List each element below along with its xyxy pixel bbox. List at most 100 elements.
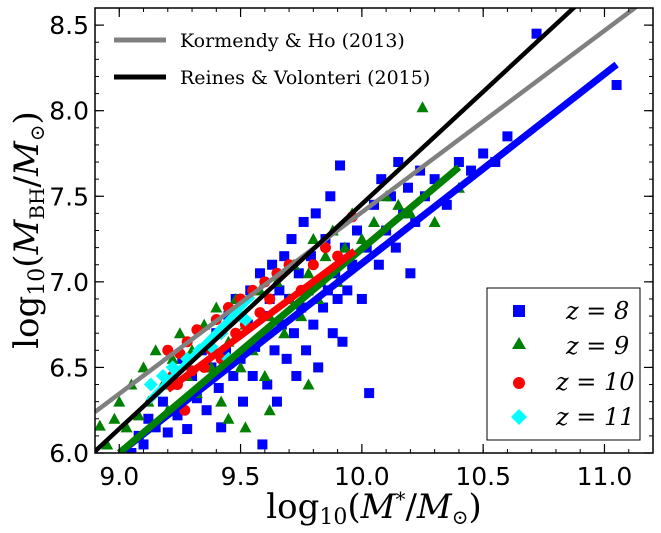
point-square <box>267 259 278 270</box>
point-square <box>237 396 248 407</box>
relation-line <box>95 8 639 414</box>
point-square <box>201 405 212 416</box>
point-square <box>347 259 358 270</box>
point-square <box>213 382 224 393</box>
point-triangle <box>278 327 291 339</box>
point-square <box>611 80 622 91</box>
point-square <box>402 182 413 193</box>
point-square <box>138 439 149 450</box>
legend-redshift: z = 8 z = 9 z = 10 z = 11 <box>486 287 641 441</box>
legend-marker-z8 <box>513 305 525 317</box>
axis-ticks: 9.0 9.5 10.0 10.5 11.0 6.0 6.5 7.0 7.5 8.0 8.5 <box>49 7 654 491</box>
point-square <box>269 345 280 356</box>
relation-line <box>95 8 577 453</box>
point-square <box>335 160 346 171</box>
point-square <box>143 413 154 424</box>
x-tick-label: 9.0 <box>99 462 139 491</box>
point-square <box>257 439 268 450</box>
x-tick-label: 10.0 <box>334 462 390 491</box>
point-triangle <box>120 421 133 433</box>
legend-label-reines: Reines & Volonteri (2015) <box>180 67 430 89</box>
point-square <box>271 396 282 407</box>
point-square <box>288 328 299 339</box>
point-square <box>216 422 227 433</box>
point-square <box>298 216 309 227</box>
point-square <box>191 393 202 404</box>
point-triangle <box>132 409 145 421</box>
point-square <box>531 28 542 39</box>
point-square <box>162 427 173 438</box>
point-square <box>228 370 239 381</box>
point-square <box>373 259 384 270</box>
point-triangle <box>263 404 276 416</box>
y-tick-label: 6.0 <box>49 439 89 468</box>
point-square <box>247 370 258 381</box>
x-tick-label: 10.5 <box>455 462 511 491</box>
point-square <box>376 174 387 185</box>
y-tick-label: 8.0 <box>49 97 89 126</box>
point-triangle <box>302 267 315 279</box>
point-square <box>393 157 404 168</box>
point-square <box>262 379 273 390</box>
point-circle <box>319 242 331 254</box>
plot-area <box>95 8 639 453</box>
point-triangle <box>368 215 380 227</box>
point-triangle <box>149 344 162 356</box>
point-triangle <box>404 207 417 219</box>
point-square <box>466 165 477 176</box>
point-square <box>172 410 183 421</box>
point-triangle <box>428 215 441 227</box>
legend-label-z10: z = 10 <box>555 368 635 396</box>
point-square <box>364 388 375 399</box>
point-square <box>390 242 401 253</box>
point-triangle <box>302 378 315 390</box>
point-square <box>293 268 304 279</box>
point-triangle <box>355 233 368 245</box>
y-tick-label: 8.5 <box>49 11 89 40</box>
point-square <box>182 424 193 435</box>
point-square <box>286 234 297 245</box>
legend-label-z8: z = 8 <box>565 297 629 325</box>
point-triangle <box>166 352 179 364</box>
point-square <box>308 319 319 330</box>
point-triangle <box>234 361 247 373</box>
point-triangle <box>95 419 106 431</box>
y-tick-label: 6.5 <box>49 353 89 382</box>
point-square <box>342 285 353 296</box>
fit-line-triangle <box>117 164 462 453</box>
point-triangle <box>215 395 228 407</box>
point-square <box>291 370 302 381</box>
point-triangle <box>101 438 114 450</box>
y-axis-label: log10(MBH/M⊙) <box>7 111 50 349</box>
point-square <box>325 191 336 202</box>
point-circle <box>307 259 319 271</box>
point-triangle <box>307 233 320 245</box>
legend-relations: Kormendy & Ho (2013) Reines & Volonteri … <box>114 30 430 89</box>
point-square <box>305 251 316 262</box>
point-square <box>429 174 440 185</box>
y-tick-label: 7.0 <box>49 268 89 297</box>
point-square <box>337 336 348 347</box>
point-square <box>332 293 343 304</box>
point-square <box>310 208 321 219</box>
point-square <box>502 131 513 142</box>
legend-label-z11: z = 11 <box>555 403 635 431</box>
point-triangle <box>416 101 429 113</box>
point-square <box>274 285 285 296</box>
point-square <box>453 157 464 168</box>
point-circle <box>264 293 276 305</box>
legend-label-kormendy: Kormendy & Ho (2013) <box>180 30 405 52</box>
point-square <box>254 268 265 279</box>
point-triangle <box>239 421 252 433</box>
point-triangle <box>222 412 235 424</box>
fit-line-square <box>117 61 619 453</box>
point-diamond <box>143 377 158 392</box>
point-triangle <box>258 369 271 381</box>
x-axis-label: log10(M*/M⊙) <box>266 487 482 530</box>
point-triangle <box>295 310 308 322</box>
point-square <box>301 345 312 356</box>
x-tick-label: 11.0 <box>577 462 633 491</box>
point-square <box>126 448 137 453</box>
x-tick-label: 9.5 <box>221 462 261 491</box>
